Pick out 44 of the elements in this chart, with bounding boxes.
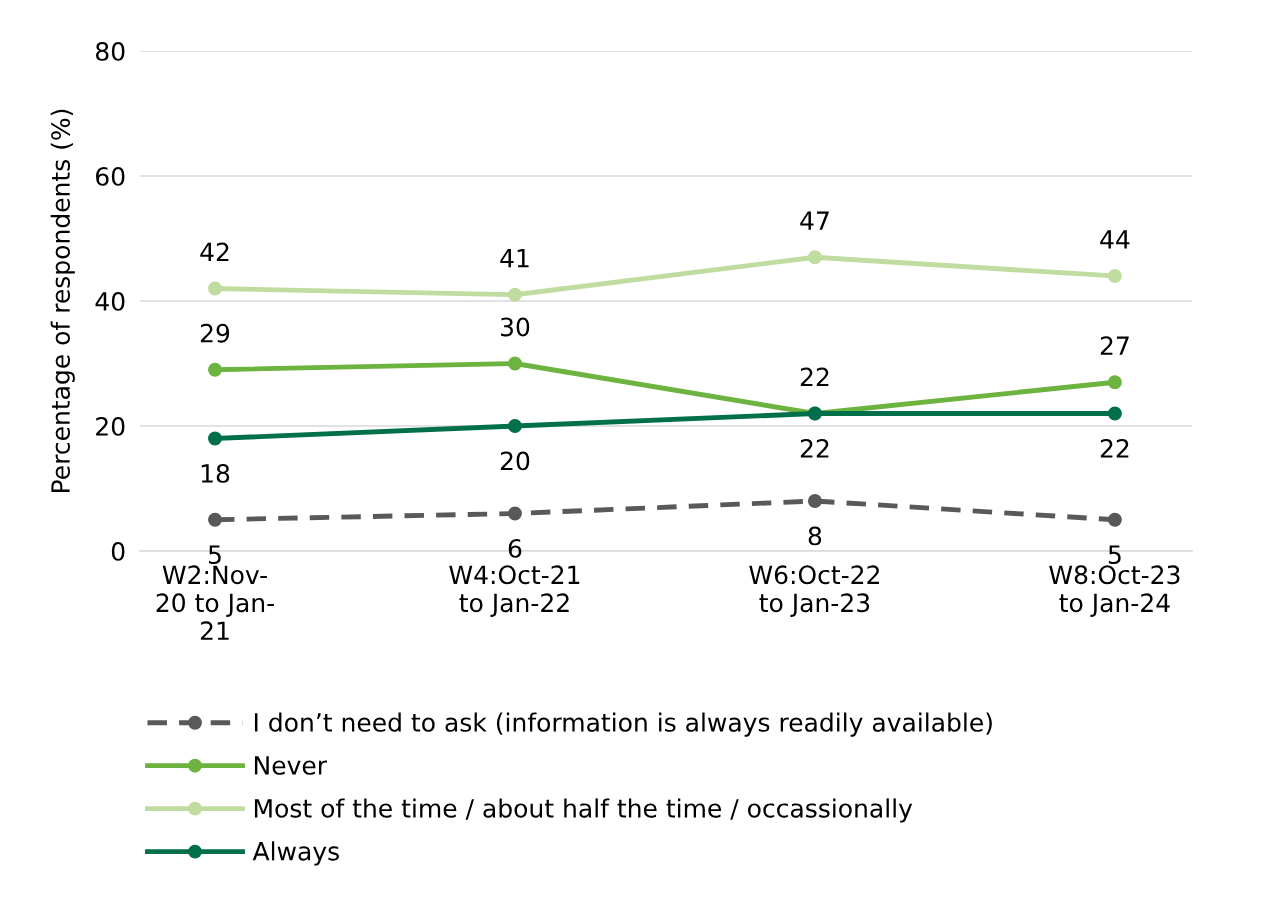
y-tick-label: 0 xyxy=(111,541,125,561)
legend-label: I don’t need to ask (information is always readily available) xyxy=(254,712,992,737)
data-label: 5 xyxy=(1108,545,1121,565)
data-label: 29 xyxy=(200,323,230,343)
y-axis-title: Percentage of respondents (%) xyxy=(50,109,75,492)
point xyxy=(508,356,522,371)
y-tick-label: 20 xyxy=(96,416,125,436)
point xyxy=(1107,512,1122,527)
data-label: 6 xyxy=(508,538,522,558)
y-tick-label: 60 xyxy=(96,166,125,186)
data-label: 22 xyxy=(800,438,829,458)
data-label: 42 xyxy=(200,242,229,262)
point xyxy=(807,250,822,265)
point xyxy=(807,494,822,508)
y-tick-label: 80 xyxy=(95,41,125,61)
data-label: 27 xyxy=(1100,336,1129,355)
data-label: 18 xyxy=(201,463,230,483)
x-tick-label: W2:Nov- 20 to Jan- 21 xyxy=(156,565,274,640)
data-label: 47 xyxy=(800,211,829,230)
point xyxy=(1107,375,1122,390)
legend-label: Most of the time / about half the time / occassionally xyxy=(254,798,913,823)
point xyxy=(208,281,222,296)
point xyxy=(508,419,522,433)
data-label: 44 xyxy=(1100,230,1130,249)
x-tick-label: W8:Oct-23 to Jan-24 xyxy=(1049,565,1180,617)
data-label: 5 xyxy=(208,545,221,565)
legend-label: Never xyxy=(254,756,328,775)
x-tick-label: W6:Oct-22 to Jan-23 xyxy=(749,565,879,617)
data-label: 20 xyxy=(500,451,530,471)
data-label: 30 xyxy=(500,317,530,337)
point xyxy=(208,362,222,377)
data-label: 22 xyxy=(800,367,829,387)
point xyxy=(208,512,222,527)
point xyxy=(508,506,522,521)
point xyxy=(208,431,222,446)
point xyxy=(1107,269,1122,283)
legend-label: Always xyxy=(252,841,339,866)
data-label: 8 xyxy=(808,526,822,546)
y-tick-label: 40 xyxy=(95,291,125,311)
data-label: 22 xyxy=(1100,438,1129,458)
data-label: 41 xyxy=(500,249,529,268)
point xyxy=(1107,406,1122,421)
point xyxy=(508,287,522,302)
x-tick-label: W4:Oct-21 to Jan-22 xyxy=(449,565,580,617)
